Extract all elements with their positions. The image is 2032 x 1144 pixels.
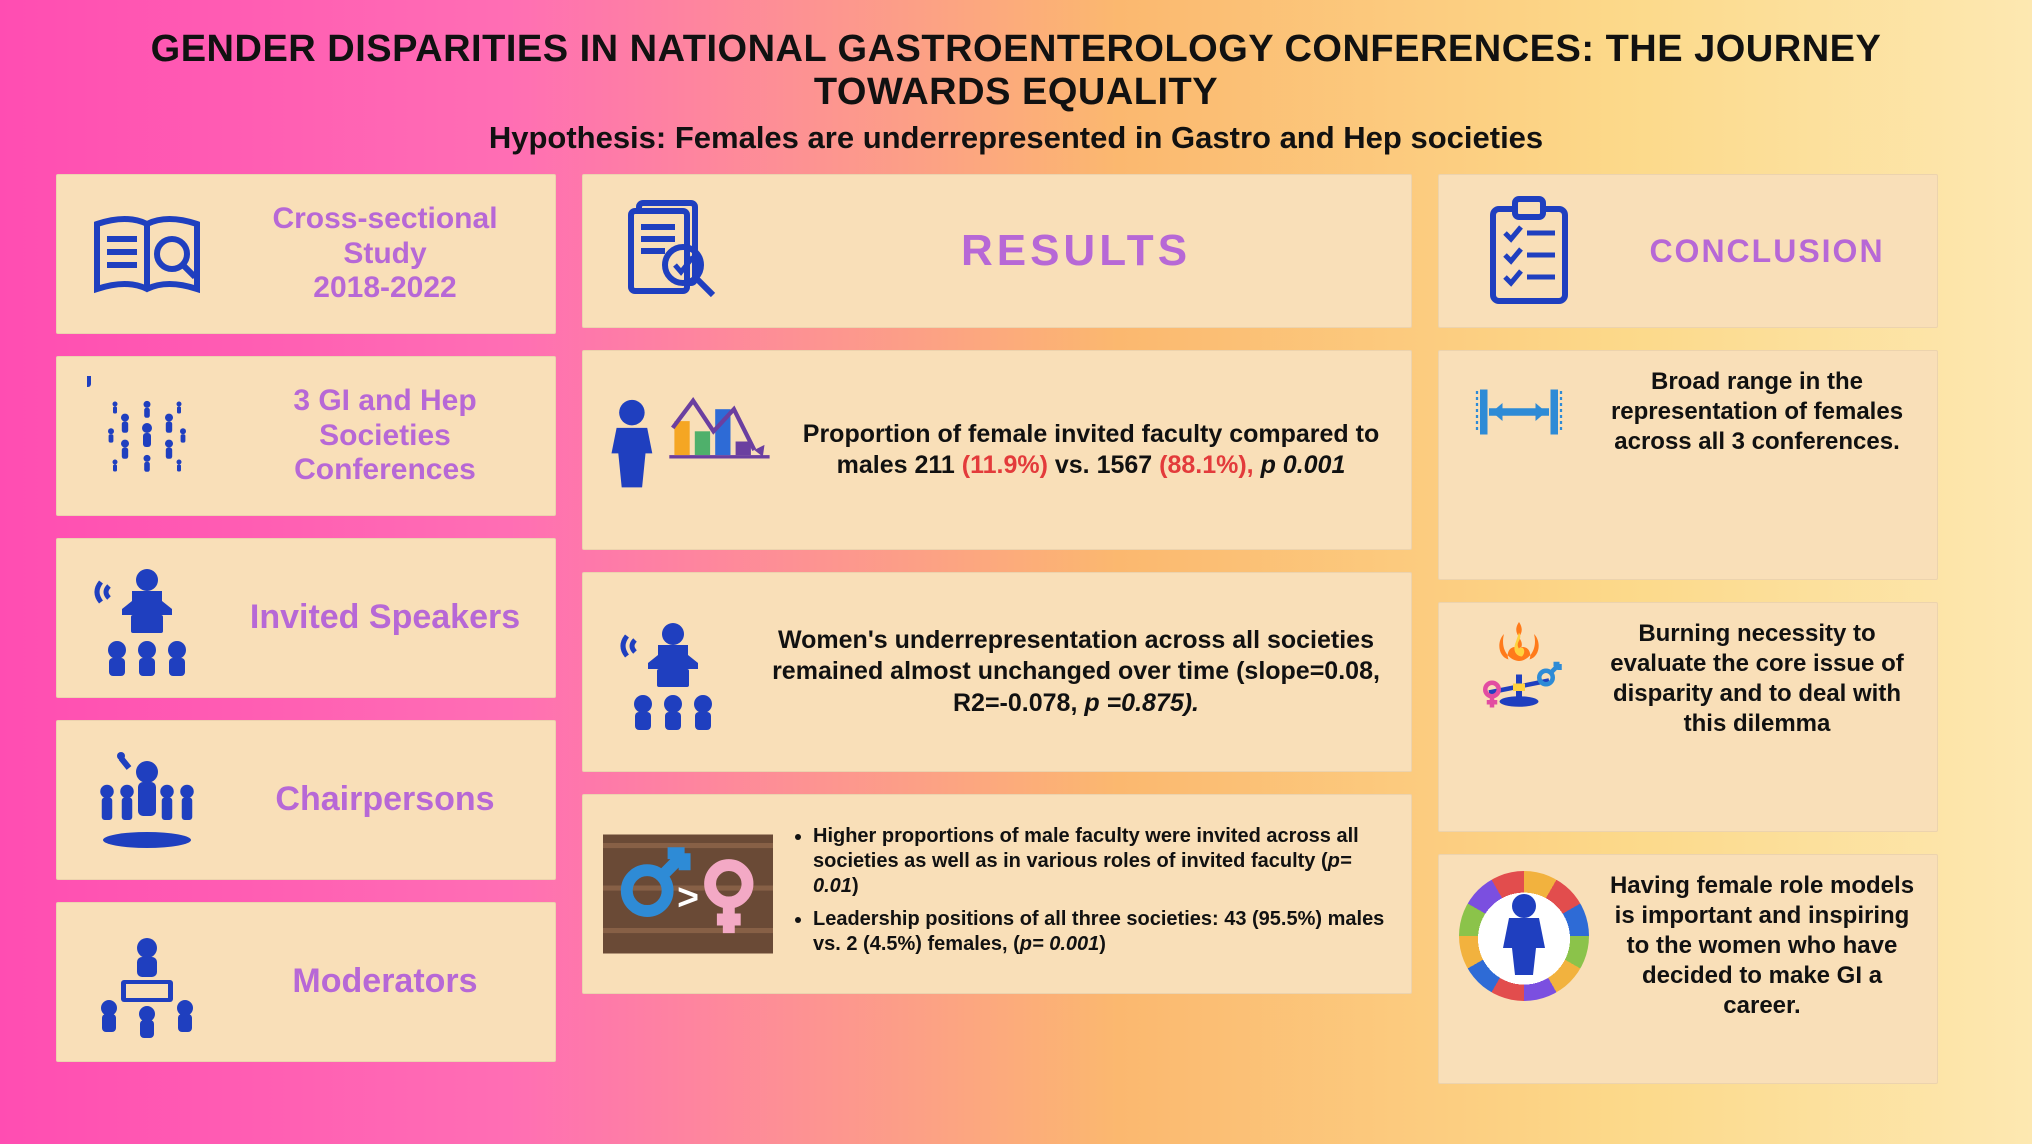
role-model-crowd-icon bbox=[1459, 871, 1589, 1001]
result-proportion: Proportion of female invited faculty com… bbox=[582, 350, 1412, 550]
speakers-label: Invited Speakers bbox=[235, 598, 535, 637]
result-trend: Women's underrepresentation across all s… bbox=[582, 572, 1412, 772]
speaker-podium-icon bbox=[77, 558, 217, 678]
bullet-1: Higher proportions of male faculty were … bbox=[813, 824, 1391, 899]
columns: Cross-sectional Study 2018-2022 bbox=[56, 174, 1976, 1104]
report-search-icon bbox=[603, 191, 743, 311]
conclusion-rolemodels-text: Having female role models is important a… bbox=[1607, 871, 1917, 1021]
card-speakers: Invited Speakers bbox=[56, 538, 556, 698]
conclusion-header: CONCLUSION bbox=[1438, 174, 1938, 328]
gender-compare-icon: > bbox=[603, 824, 773, 964]
moderators-label: Moderators bbox=[235, 962, 535, 1001]
card-chairpersons: Chairpersons bbox=[56, 720, 556, 880]
card-moderators: Moderators bbox=[56, 902, 556, 1062]
card-study-design: Cross-sectional Study 2018-2022 bbox=[56, 174, 556, 334]
meeting-table-icon bbox=[77, 922, 217, 1042]
crowd-icon bbox=[77, 376, 217, 496]
conferences-label: 3 GI and Hep Societies Conferences bbox=[235, 384, 535, 488]
result-leadership: > Higher proportions of male faculty wer… bbox=[582, 794, 1412, 994]
result-trend-text: Women's underrepresentation across all s… bbox=[761, 625, 1391, 719]
speaker-podium-icon bbox=[603, 612, 743, 732]
checklist-clipboard-icon bbox=[1459, 191, 1599, 311]
study-design-label: Cross-sectional Study 2018-2022 bbox=[235, 202, 535, 306]
conclusion-heading: CONCLUSION bbox=[1617, 233, 1917, 270]
column-conclusion: CONCLUSION Broad range in the representa… bbox=[1438, 174, 1938, 1104]
column-study: Cross-sectional Study 2018-2022 bbox=[56, 174, 556, 1104]
title-line-1: GENDER DISPARITIES IN NATIONAL GASTROENT… bbox=[56, 28, 1976, 71]
female-chart-icon bbox=[603, 380, 773, 520]
title-line-2: TOWARDS EQUALITY bbox=[56, 71, 1976, 114]
conclusion-range: Broad range in the representation of fem… bbox=[1438, 350, 1938, 580]
column-results: RESULTS bbox=[582, 174, 1412, 1104]
conclusion-necessity-text: Burning necessity to evaluate the core i… bbox=[1597, 619, 1917, 739]
bullet-2: Leadership positions of all three societ… bbox=[813, 907, 1391, 957]
chairpersons-label: Chairpersons bbox=[235, 780, 535, 819]
results-header: RESULTS bbox=[582, 174, 1412, 328]
result-leadership-text: Higher proportions of male faculty were … bbox=[791, 824, 1391, 965]
svg-text:>: > bbox=[677, 875, 699, 917]
results-heading: RESULTS bbox=[761, 226, 1391, 276]
conclusion-rolemodels: Having female role models is important a… bbox=[1438, 854, 1938, 1084]
leader-group-icon bbox=[77, 740, 217, 860]
conclusion-range-text: Broad range in the representation of fem… bbox=[1597, 367, 1917, 457]
book-search-icon bbox=[77, 194, 217, 314]
result-proportion-text: Proportion of female invited faculty com… bbox=[791, 419, 1391, 482]
conclusion-necessity: Burning necessity to evaluate the core i… bbox=[1438, 602, 1938, 832]
range-arrow-icon bbox=[1459, 367, 1579, 457]
hypothesis-text: Hypothesis: Females are underrepresented… bbox=[56, 120, 1976, 156]
burning-balance-icon bbox=[1459, 619, 1579, 709]
title-block: GENDER DISPARITIES IN NATIONAL GASTROENT… bbox=[56, 28, 1976, 156]
card-conferences: 3 GI and Hep Societies Conferences bbox=[56, 356, 556, 516]
infographic-canvas: GENDER DISPARITIES IN NATIONAL GASTROENT… bbox=[0, 0, 2032, 1144]
